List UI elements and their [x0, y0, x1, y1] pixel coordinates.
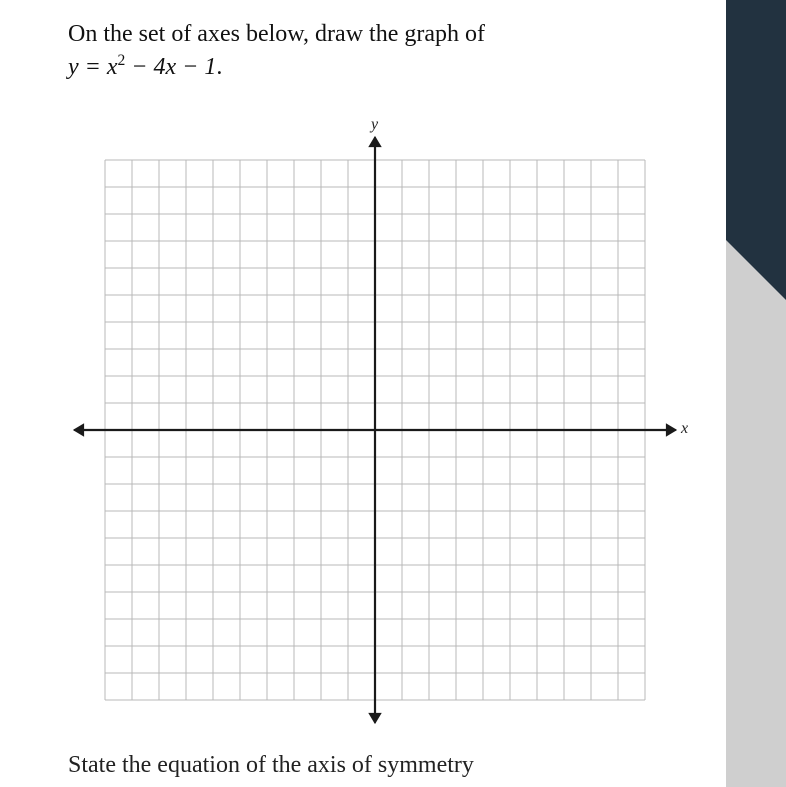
- eq-period: .: [216, 54, 222, 80]
- y-axis-label: y: [371, 116, 378, 134]
- side-panel-notch: [726, 240, 786, 300]
- equation: y = x2 − 4x − 1.: [68, 54, 222, 80]
- eq-prefix: y = x: [68, 54, 118, 80]
- eq-suffix: − 4x − 1: [125, 54, 216, 80]
- followup-prompt: State the equation of the axis of symmet…: [68, 752, 474, 779]
- prompt-line1: On the set of axes below, draw the graph…: [68, 21, 485, 47]
- question-prompt: On the set of axes below, draw the graph…: [68, 18, 628, 84]
- coordinate-grid: [60, 130, 680, 730]
- side-panel-dark: [726, 0, 786, 240]
- x-axis-label: x: [681, 420, 688, 438]
- side-panel-gray: [726, 240, 786, 787]
- page: On the set of axes below, draw the graph…: [0, 0, 786, 787]
- graph-area: y x: [60, 130, 680, 730]
